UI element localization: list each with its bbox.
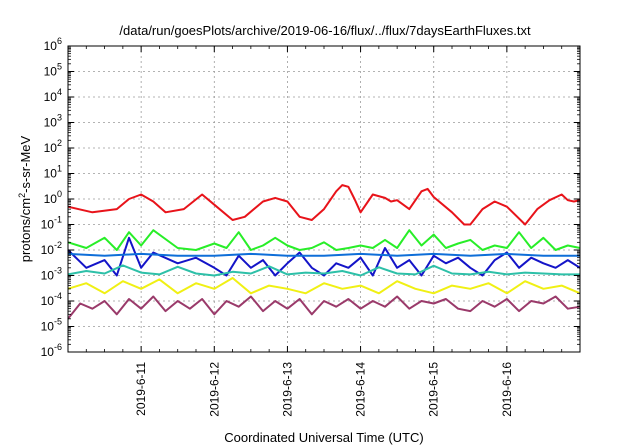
x-tick-label: 2019-6-13 <box>280 362 294 417</box>
series-line-7 <box>67 295 581 320</box>
x-tick-label: 2019-6-14 <box>354 362 368 417</box>
grid <box>68 46 580 352</box>
y-tick-label: 105 <box>44 62 62 79</box>
y-axis-label-sup: 2 <box>17 193 27 198</box>
y-tick-label: 10-1 <box>41 215 62 232</box>
y-tick-label: 103 <box>44 113 62 130</box>
y-axis: 10-6 10-5 10-4 10-3 10-2 10-1 100 101 102 103 104 1… <box>41 36 580 359</box>
y-tick-label: 10-4 <box>41 291 62 308</box>
series-line-1 <box>67 184 581 226</box>
y-tick-label: 10-3 <box>41 266 62 283</box>
y-axis-label-base: protons/cm <box>18 198 33 262</box>
y-axis-label-rest: -s-sr-MeV <box>18 135 33 192</box>
x-axis-label: Coordinated Universal Time (UTC) <box>224 430 423 445</box>
y-tick-label: 10-6 <box>41 342 62 359</box>
series-line-2 <box>67 229 581 251</box>
x-tick-label: 2019-6-11 <box>134 362 148 416</box>
y-axis-label: protons/cm2-s-sr-MeV <box>17 135 33 262</box>
y-tick-label: 10-2 <box>41 240 62 257</box>
y-tick-label: 101 <box>44 164 62 181</box>
y-tick-label: 102 <box>44 138 62 155</box>
series-layer <box>67 184 581 320</box>
series-line-3 <box>67 236 581 277</box>
x-tick-label: 2019-6-16 <box>500 362 514 417</box>
series-line-6 <box>67 277 581 295</box>
y-tick-label: 104 <box>44 87 62 104</box>
chart-title: /data/run/goesPlots/archive/2019-06-16/f… <box>119 23 531 38</box>
x-axis: 2019-6-11 2019-6-12 2019-6-13 2019-6-14 2019… <box>85 46 563 417</box>
series-line-5 <box>67 264 580 277</box>
y-tick-label: 10-5 <box>41 317 62 334</box>
y-tick-label: 106 <box>44 36 62 53</box>
series-line-4 <box>67 252 580 257</box>
x-tick-label: 2019-6-15 <box>427 362 441 417</box>
y-tick-label: 100 <box>44 189 62 206</box>
x-tick-label: 2019-6-12 <box>207 362 221 417</box>
